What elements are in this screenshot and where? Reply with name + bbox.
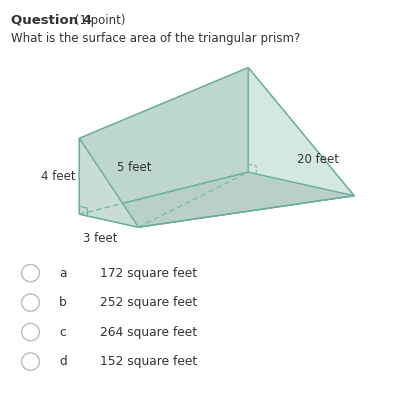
- Polygon shape: [79, 68, 354, 227]
- Circle shape: [22, 264, 39, 282]
- Text: a: a: [59, 266, 66, 280]
- Text: Question 4: Question 4: [11, 14, 92, 27]
- Text: 264 square feet: 264 square feet: [100, 325, 197, 339]
- Circle shape: [22, 323, 39, 341]
- Polygon shape: [79, 172, 354, 227]
- Circle shape: [22, 353, 39, 370]
- Text: d: d: [59, 355, 67, 368]
- Text: 252 square feet: 252 square feet: [100, 296, 197, 309]
- Text: 5 feet: 5 feet: [117, 160, 151, 174]
- Polygon shape: [79, 68, 248, 214]
- Text: 3 feet: 3 feet: [83, 232, 118, 245]
- Text: (1 point): (1 point): [71, 14, 126, 27]
- Text: b: b: [59, 296, 67, 309]
- Text: What is the surface area of the triangular prism?: What is the surface area of the triangul…: [11, 32, 301, 45]
- Text: c: c: [59, 325, 66, 339]
- Circle shape: [22, 294, 39, 311]
- Text: 4 feet: 4 feet: [41, 170, 75, 183]
- Text: 20 feet: 20 feet: [297, 152, 339, 166]
- Polygon shape: [79, 138, 138, 227]
- Text: 152 square feet: 152 square feet: [100, 355, 197, 368]
- Polygon shape: [248, 68, 354, 196]
- Text: 172 square feet: 172 square feet: [100, 266, 197, 280]
